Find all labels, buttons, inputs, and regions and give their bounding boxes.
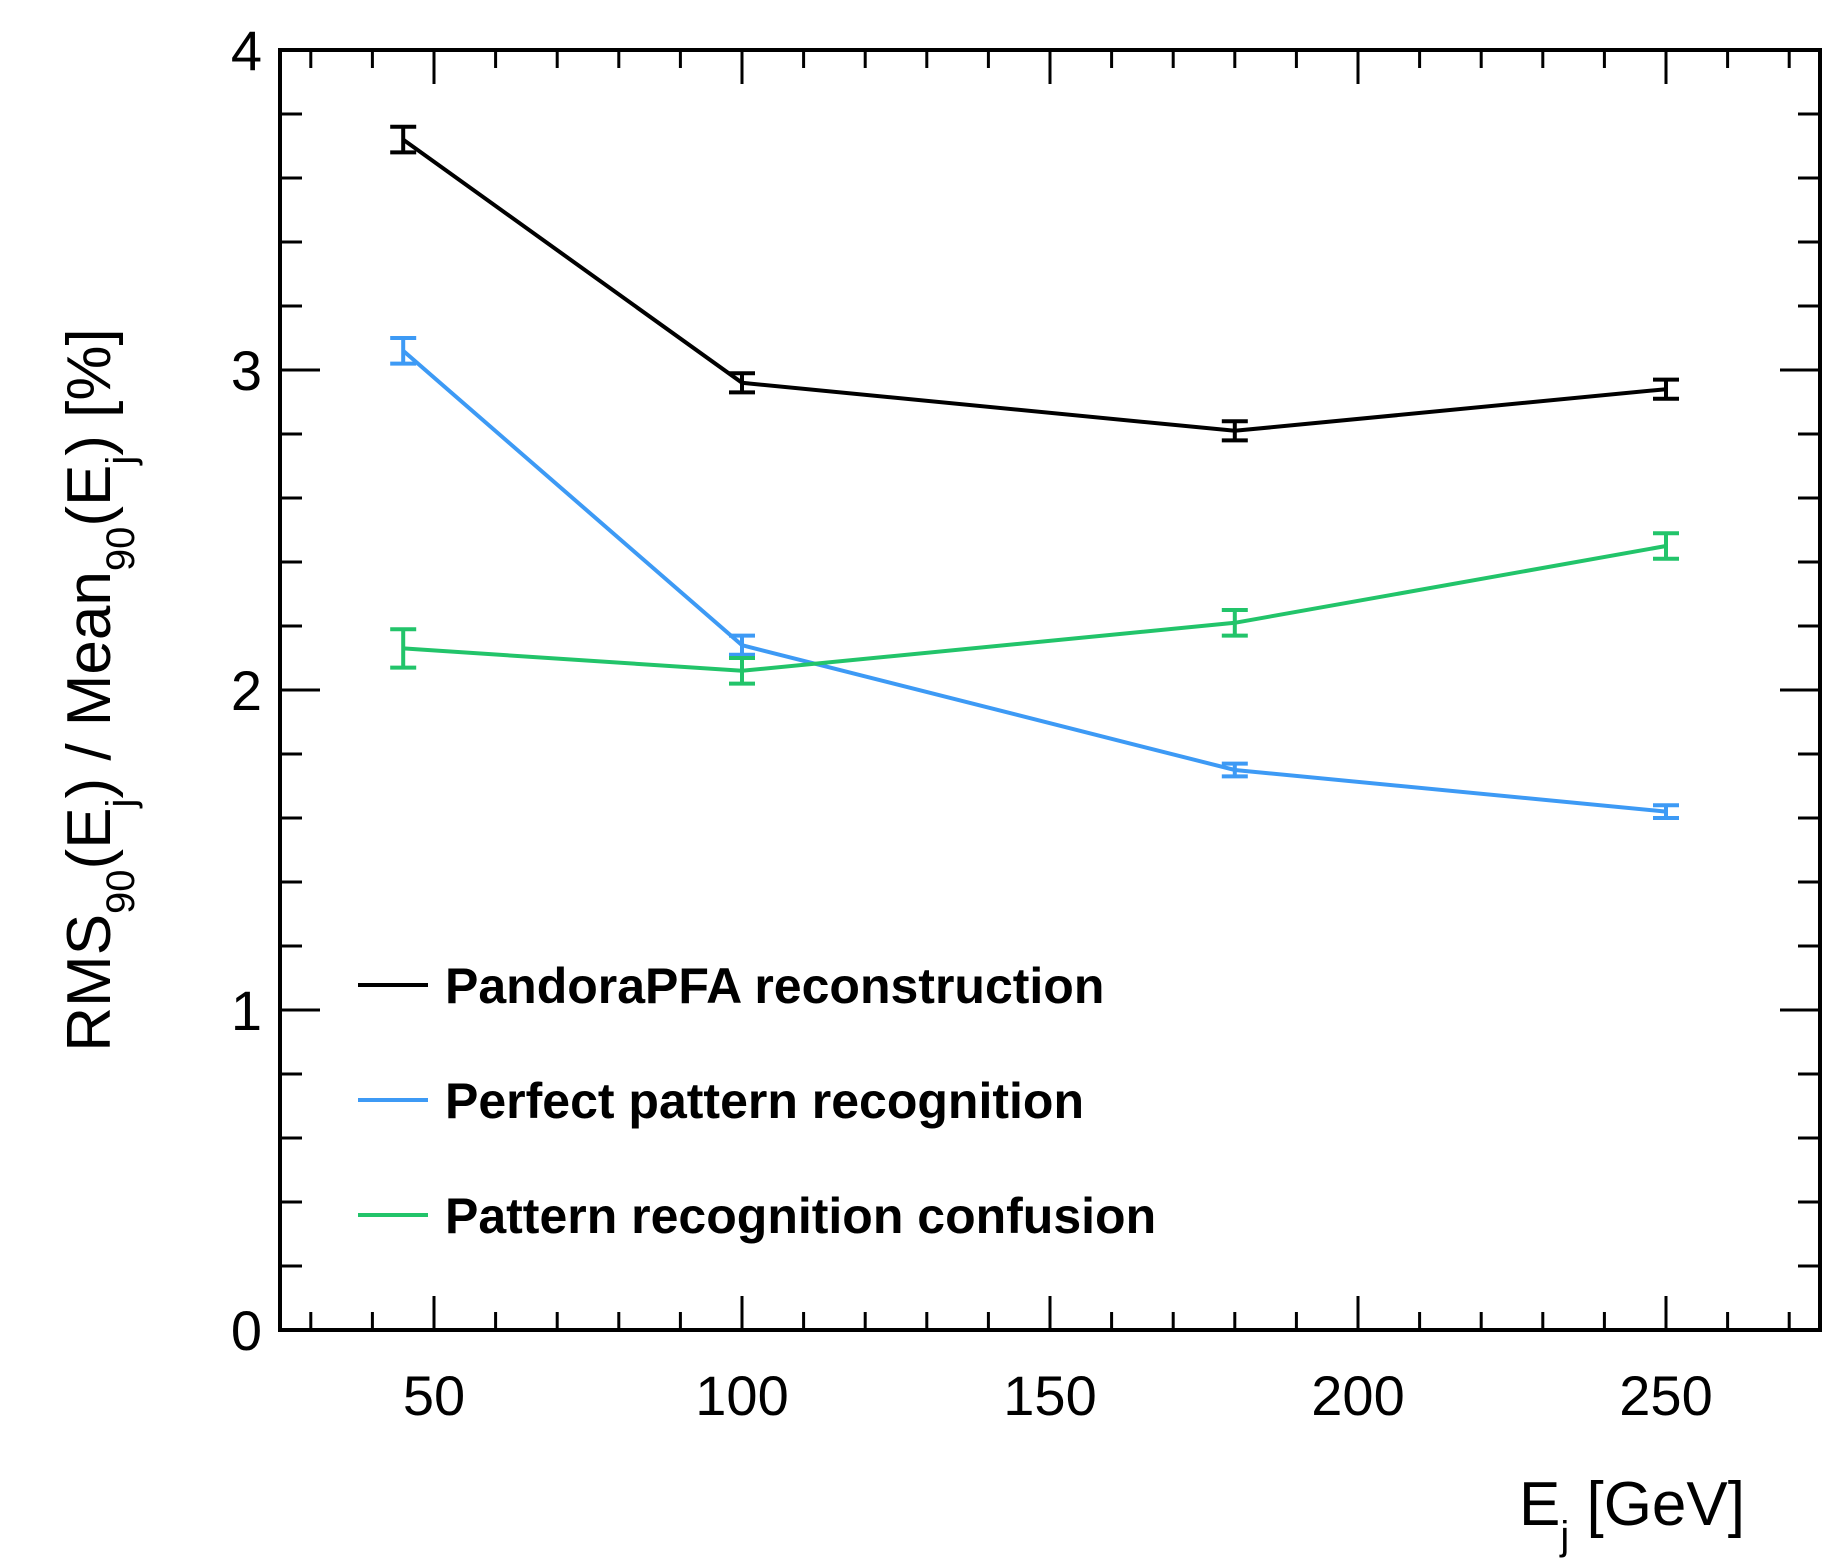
data-point: [1653, 531, 1679, 561]
y-axis-title-p3: ) / Mean: [55, 571, 124, 798]
error-bars: [390, 124, 1679, 820]
data-point: [390, 124, 417, 155]
x-tick-label: 200: [1311, 1364, 1404, 1427]
y-axis-title-s3: 90: [99, 527, 143, 572]
series-lines: [401, 137, 1667, 814]
y-axis-title-p4: (E: [55, 465, 124, 527]
x-axis-title-rest: [GeV]: [1569, 1470, 1745, 1539]
y-axis-title-s4: j: [99, 456, 143, 466]
x-axis-title: Ej [GeV]: [1519, 1470, 1745, 1558]
series-line-1: [401, 349, 1667, 814]
data-point: [390, 627, 417, 670]
y-tick-label: 4: [231, 19, 262, 82]
series-line-2: [403, 544, 1667, 673]
data-point: [390, 336, 417, 366]
series-line-0: [402, 137, 1667, 433]
data-point: [729, 633, 755, 657]
y-axis-title-s1: 90: [99, 869, 143, 914]
data-point: [1653, 377, 1679, 401]
y-axis-title-p5: ) [%]: [55, 328, 124, 455]
y-axis-title-p1: RMS: [55, 914, 124, 1052]
y-tick-label: 2: [231, 659, 262, 722]
x-tick-label: 50: [403, 1364, 465, 1427]
y-tick-label: 0: [231, 1299, 262, 1362]
y-axis-title-s2: j: [99, 799, 143, 809]
data-point: [1221, 608, 1248, 638]
data-point: [1221, 761, 1248, 779]
legend-label-perfect: Perfect pattern recognition: [445, 1073, 1084, 1129]
y-axis-title-p2: (E: [55, 807, 124, 869]
legend-label-confusion: Pattern recognition confusion: [445, 1188, 1156, 1244]
legend-label-pandora: PandoraPFA reconstruction: [445, 958, 1104, 1014]
x-tick-label: 100: [695, 1364, 788, 1427]
y-tick-label: 1: [231, 979, 262, 1042]
tick-labels: 50 100 150 200 250 0 1 2 3 4: [231, 19, 1713, 1427]
legend: PandoraPFA reconstruction Perfect patter…: [358, 958, 1156, 1244]
axis-ticks: [280, 48, 1820, 1332]
x-axis-title-main: E: [1519, 1470, 1560, 1539]
x-tick-label: 250: [1619, 1364, 1712, 1427]
data-point: [729, 656, 755, 686]
y-axis-title: RMS90(Ej) / Mean90(Ej) [%]: [55, 328, 143, 1051]
plot-frame: [278, 48, 1822, 1332]
data-point: [1221, 419, 1248, 443]
data-point: [1653, 803, 1679, 820]
y-tick-label: 3: [231, 339, 262, 402]
x-tick-label: 150: [1003, 1364, 1096, 1427]
data-point: [729, 371, 755, 395]
x-axis-title-sub: j: [1559, 1514, 1569, 1558]
